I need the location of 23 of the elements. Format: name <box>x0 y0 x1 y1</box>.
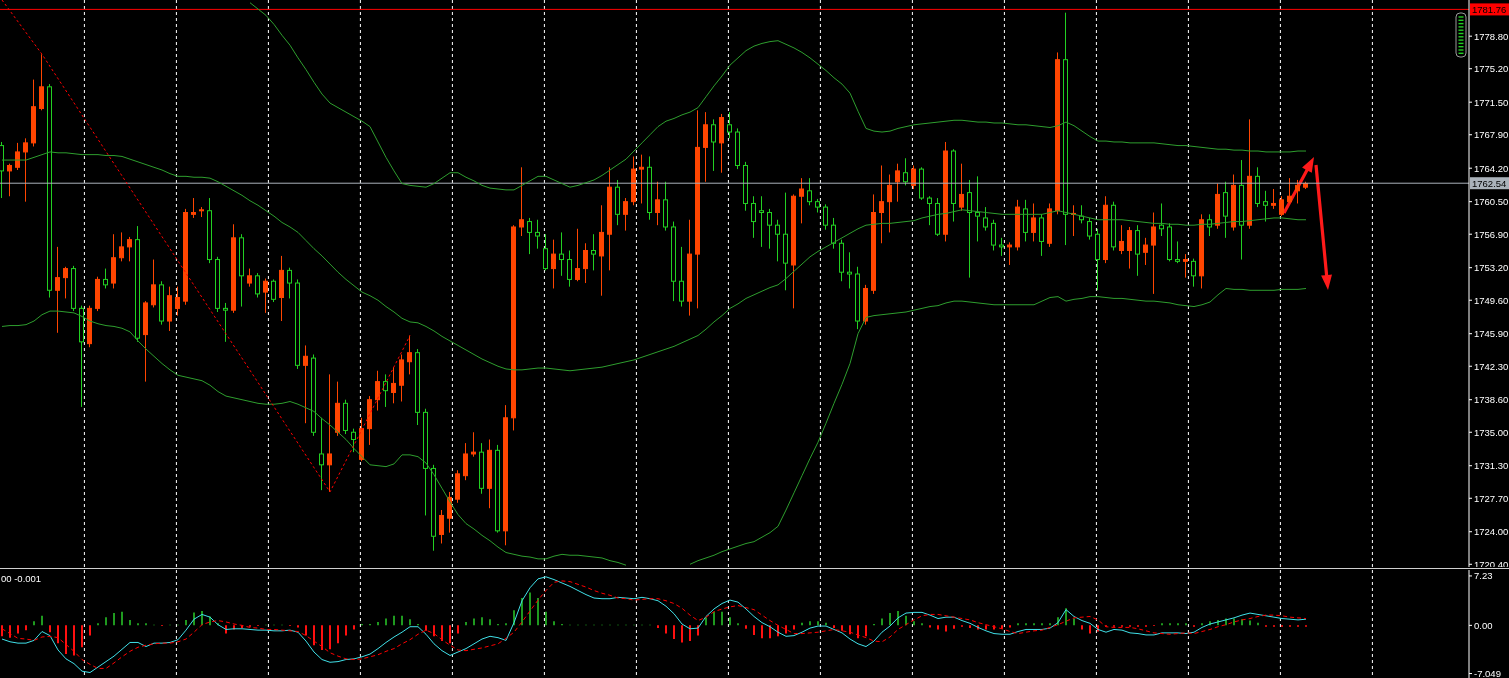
y-tick-label: 1760.50 <box>1474 196 1509 208</box>
y-tick-label: 1735.00 <box>1474 426 1509 438</box>
y-tick-label: 1738.60 <box>1474 394 1509 406</box>
y-tick-label: 1749.60 <box>1474 294 1509 306</box>
y-tick-label: 1771.50 <box>1474 96 1509 108</box>
y-tick-label: 7.23 <box>1474 570 1493 582</box>
y-tick-label: 1756.90 <box>1474 228 1509 240</box>
y-tick-label: 1742.30 <box>1474 360 1509 372</box>
y-tick-label: 1764.20 <box>1474 162 1509 174</box>
y-tick-label: 1775.20 <box>1474 63 1509 75</box>
y-tick-label: 0.00 <box>1474 619 1493 631</box>
y-tick-label: 1720.40 <box>1474 558 1509 570</box>
ref-line-label: 1762.54 <box>1472 177 1507 189</box>
y-tick-label: 1753.20 <box>1474 262 1509 274</box>
y-tick-label: 1724.00 <box>1474 526 1509 538</box>
y-tick-label: -7.049 <box>1474 667 1501 678</box>
chart-title: 00 -0.001 <box>1 573 42 584</box>
y-tick-label: 1767.90 <box>1474 129 1509 141</box>
y-tick-label: 1778.80 <box>1474 30 1509 42</box>
ref-line-label: 1781.76 <box>1472 3 1507 15</box>
y-tick-label: 1727.70 <box>1474 492 1509 504</box>
y-tick-label: 1731.30 <box>1474 460 1509 472</box>
y-tick-label: 1745.90 <box>1474 328 1509 340</box>
